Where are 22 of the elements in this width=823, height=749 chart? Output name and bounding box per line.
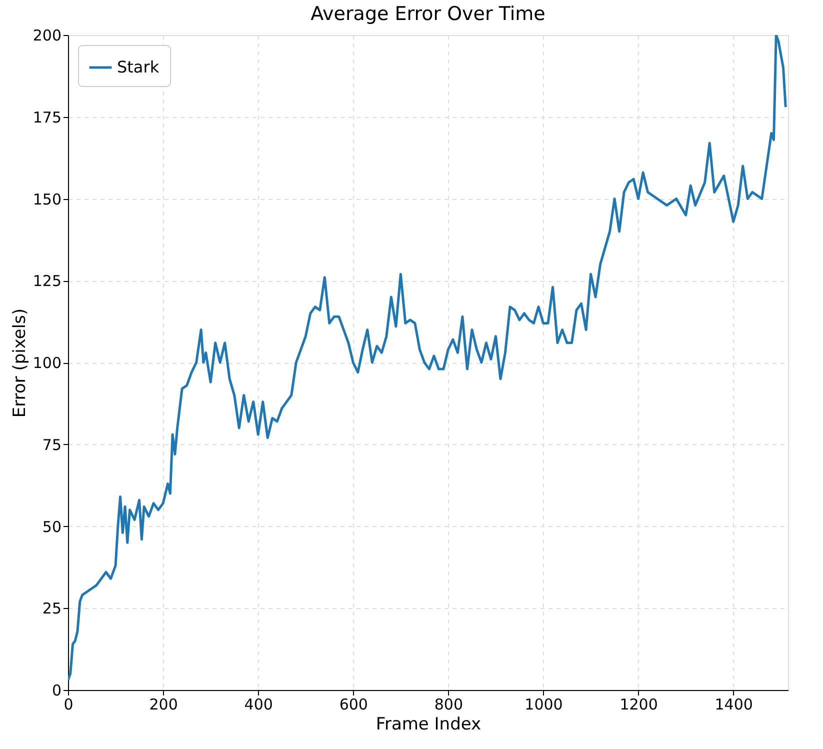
y-tick-label: 0 <box>52 682 62 700</box>
x-tick-label: 800 <box>434 696 464 714</box>
x-tick-label: 600 <box>339 696 368 714</box>
y-tick-label: 200 <box>32 26 62 44</box>
x-tick-label: 200 <box>149 696 178 714</box>
x-tick-label: 1200 <box>620 696 658 714</box>
y-tick-label: 125 <box>32 272 62 290</box>
y-tick-label: 150 <box>32 190 62 208</box>
y-tick-label: 50 <box>42 518 62 536</box>
y-tick-label: 100 <box>32 354 62 372</box>
x-tick-label: 1000 <box>524 696 563 714</box>
x-tick-label: 0 <box>64 696 74 714</box>
legend-label: Stark <box>117 58 160 76</box>
x-tick-label: 1400 <box>714 696 753 714</box>
y-axis-title: Error (pixels) <box>10 308 30 418</box>
y-tick-label: 75 <box>42 436 62 454</box>
chart-title: Average Error Over Time <box>310 3 546 25</box>
y-tick-label: 25 <box>42 600 62 618</box>
line-series <box>68 35 787 682</box>
y-tick-label: 175 <box>32 108 62 126</box>
x-tick-label: 400 <box>244 696 273 714</box>
x-axis-title: Frame Index <box>376 714 482 734</box>
